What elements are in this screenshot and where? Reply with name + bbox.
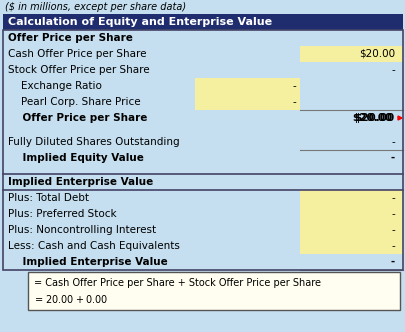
Text: Implied Enterprise Value: Implied Enterprise Value (8, 177, 153, 187)
Bar (194, 94, 299, 110)
Bar (299, 62, 402, 78)
Bar (299, 174, 402, 190)
Bar (3, 62, 402, 78)
Text: Offer Price per Share: Offer Price per Share (8, 33, 132, 43)
Bar (3, 14, 402, 30)
Text: -: - (390, 65, 394, 75)
Bar (299, 46, 402, 62)
Bar (299, 134, 402, 150)
Text: -: - (390, 257, 394, 267)
Bar (299, 254, 402, 270)
Bar (299, 190, 402, 254)
Text: Less: Cash and Cash Equivalents: Less: Cash and Cash Equivalents (8, 241, 179, 251)
Bar (3, 150, 402, 166)
Bar (3, 222, 402, 238)
Bar (3, 78, 402, 94)
Text: Stock Offer Price per Share: Stock Offer Price per Share (8, 65, 149, 75)
Bar (3, 30, 402, 46)
Text: = $20.00 + $0.00: = $20.00 + $0.00 (34, 293, 108, 305)
Bar (3, 254, 402, 270)
Bar (28, 272, 399, 310)
Text: -: - (390, 153, 394, 163)
Text: -: - (390, 209, 394, 219)
Bar (3, 238, 402, 254)
Bar (3, 30, 402, 270)
Bar (3, 30, 402, 270)
Text: Implied Enterprise Value: Implied Enterprise Value (8, 257, 167, 267)
Bar (3, 94, 402, 110)
Bar (299, 238, 402, 254)
Text: Implied Equity Value: Implied Equity Value (8, 153, 143, 163)
Text: Plus: Preferred Stock: Plus: Preferred Stock (8, 209, 116, 219)
Bar (299, 222, 402, 238)
Bar (3, 110, 402, 126)
Text: Exchange Ratio: Exchange Ratio (8, 81, 102, 91)
Text: Plus: Noncontrolling Interest: Plus: Noncontrolling Interest (8, 225, 156, 235)
Bar (299, 94, 402, 110)
Text: -: - (390, 241, 394, 251)
Text: Fully Diluted Shares Outstanding: Fully Diluted Shares Outstanding (8, 137, 179, 147)
Polygon shape (397, 116, 401, 120)
Text: Offer Price per Share: Offer Price per Share (8, 113, 147, 123)
Bar (299, 78, 402, 94)
Text: Plus: Total Debt: Plus: Total Debt (8, 193, 89, 203)
Bar (299, 30, 402, 46)
Text: -: - (390, 193, 394, 203)
Text: $20.00: $20.00 (352, 113, 392, 123)
Text: $20.00: $20.00 (354, 113, 394, 123)
Bar (194, 78, 299, 94)
Bar (3, 46, 402, 62)
Bar (3, 174, 402, 190)
Bar (3, 134, 402, 150)
Text: $20.00: $20.00 (358, 49, 394, 59)
Text: -: - (292, 97, 295, 107)
Text: = Cash Offer Price per Share + Stock Offer Price per Share: = Cash Offer Price per Share + Stock Off… (34, 278, 320, 288)
Bar (3, 190, 402, 206)
Bar (299, 190, 402, 206)
Text: -: - (292, 81, 295, 91)
Text: -: - (390, 137, 394, 147)
Bar (3, 206, 402, 222)
Text: Cash Offer Price per Share: Cash Offer Price per Share (8, 49, 146, 59)
Text: Calculation of Equity and Enterprise Value: Calculation of Equity and Enterprise Val… (8, 17, 271, 27)
Text: ($ in millions, except per share data): ($ in millions, except per share data) (5, 2, 185, 12)
Bar (299, 150, 402, 166)
Text: -: - (390, 225, 394, 235)
Bar (299, 206, 402, 222)
Text: Pearl Corp. Share Price: Pearl Corp. Share Price (8, 97, 140, 107)
Bar (299, 110, 402, 126)
